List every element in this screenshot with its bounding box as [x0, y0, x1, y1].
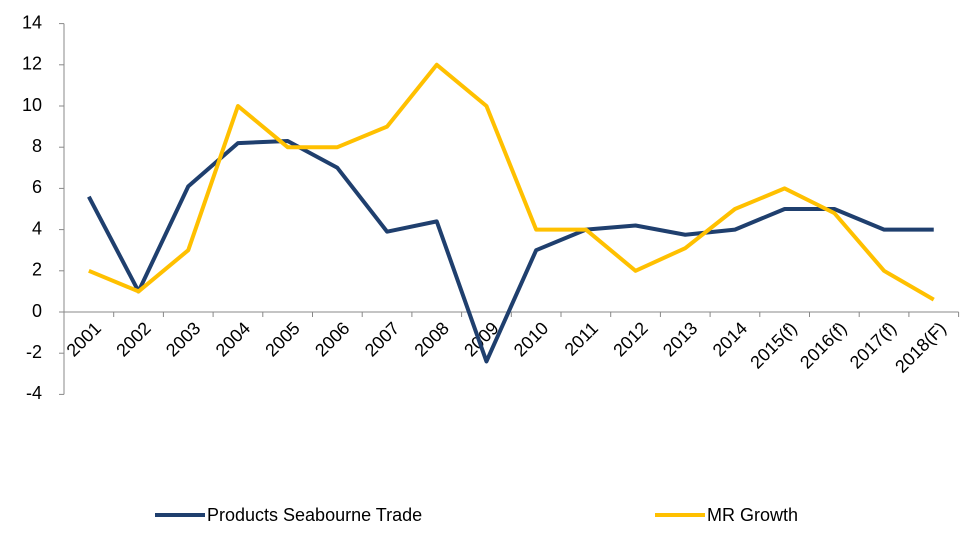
y-tick-label: 12: [22, 54, 42, 74]
y-tick-label: 6: [32, 177, 42, 197]
series-line: [87, 139, 934, 364]
y-tick-label: 10: [22, 95, 42, 115]
x-tick-label: 2011: [561, 318, 603, 360]
x-tick-label: 2005: [261, 318, 303, 360]
x-tick-label: 2003: [162, 318, 204, 360]
x-tick-label: 2007: [361, 318, 403, 360]
y-tick-label: -4: [26, 383, 42, 403]
y-tick-label: 8: [32, 136, 42, 156]
y-tick-label: 0: [32, 301, 42, 321]
x-tick-label: 2013: [659, 318, 701, 360]
y-tick-label: 4: [32, 218, 42, 238]
y-tick-label: 2: [32, 260, 42, 280]
legend-label: MR Growth: [707, 505, 798, 525]
x-tick-label: 2008: [410, 318, 452, 360]
x-tick-label: 2004: [212, 318, 254, 360]
series-line: [88, 62, 935, 302]
x-tick-label: 2012: [609, 318, 651, 360]
legend-label: Products Seabourne Trade: [207, 505, 422, 525]
y-tick-label: -2: [26, 342, 42, 362]
x-tick-label: 2002: [112, 318, 154, 360]
x-tick-label: 2006: [311, 318, 353, 360]
x-tick-label: 2001: [63, 318, 105, 360]
y-tick-label: 14: [22, 12, 42, 32]
x-tick-label: 2014: [709, 318, 751, 360]
x-tick-label: 2010: [510, 318, 552, 360]
x-tick-label: 2015(f): [746, 318, 800, 372]
x-tick-label: 2018(F): [891, 318, 950, 377]
x-tick-label: 2016(f): [796, 318, 850, 372]
